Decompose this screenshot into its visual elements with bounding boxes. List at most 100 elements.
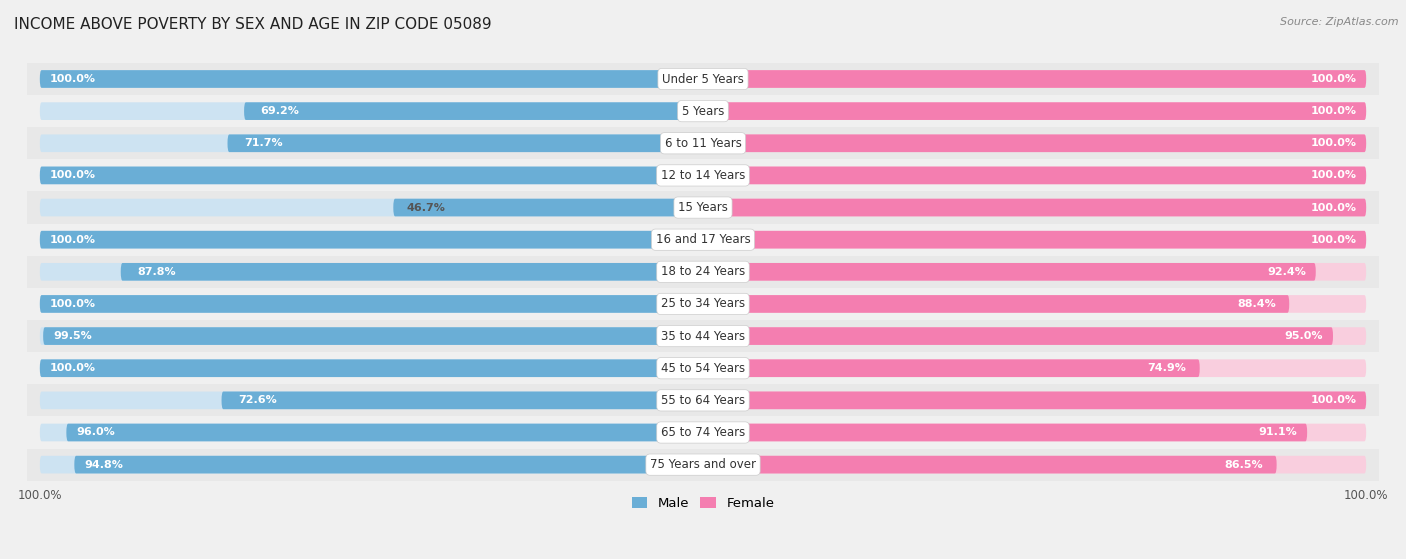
- FancyBboxPatch shape: [703, 295, 1289, 313]
- Bar: [27, 159, 1379, 192]
- Text: 5 Years: 5 Years: [682, 105, 724, 117]
- FancyBboxPatch shape: [703, 327, 1333, 345]
- Text: 25 to 34 Years: 25 to 34 Years: [661, 297, 745, 310]
- FancyBboxPatch shape: [703, 327, 1367, 345]
- FancyBboxPatch shape: [39, 167, 703, 184]
- Text: 86.5%: 86.5%: [1225, 459, 1264, 470]
- FancyBboxPatch shape: [39, 231, 703, 249]
- Text: 100.0%: 100.0%: [49, 74, 96, 84]
- FancyBboxPatch shape: [703, 391, 1367, 409]
- FancyBboxPatch shape: [703, 231, 1367, 249]
- Text: 75 Years and over: 75 Years and over: [650, 458, 756, 471]
- Bar: [27, 127, 1379, 159]
- Bar: [27, 352, 1379, 384]
- FancyBboxPatch shape: [39, 295, 703, 313]
- FancyBboxPatch shape: [703, 391, 1367, 409]
- Text: 91.1%: 91.1%: [1258, 428, 1298, 438]
- FancyBboxPatch shape: [703, 231, 1367, 249]
- FancyBboxPatch shape: [703, 102, 1367, 120]
- Text: 100.0%: 100.0%: [49, 299, 96, 309]
- FancyBboxPatch shape: [703, 456, 1277, 473]
- FancyBboxPatch shape: [39, 70, 703, 88]
- Text: 72.6%: 72.6%: [238, 395, 277, 405]
- FancyBboxPatch shape: [39, 263, 703, 281]
- Bar: [27, 256, 1379, 288]
- Text: 6 to 11 Years: 6 to 11 Years: [665, 137, 741, 150]
- Bar: [27, 288, 1379, 320]
- Text: 94.8%: 94.8%: [84, 459, 124, 470]
- FancyBboxPatch shape: [703, 424, 1308, 441]
- Bar: [27, 448, 1379, 481]
- Text: 18 to 24 Years: 18 to 24 Years: [661, 266, 745, 278]
- Text: 100.0%: 100.0%: [1310, 170, 1357, 181]
- Text: 65 to 74 Years: 65 to 74 Years: [661, 426, 745, 439]
- Text: 46.7%: 46.7%: [406, 202, 446, 212]
- FancyBboxPatch shape: [39, 198, 703, 216]
- Text: 100.0%: 100.0%: [1310, 395, 1357, 405]
- Text: 95.0%: 95.0%: [1285, 331, 1323, 341]
- Text: 69.2%: 69.2%: [260, 106, 299, 116]
- FancyBboxPatch shape: [703, 134, 1367, 152]
- Text: INCOME ABOVE POVERTY BY SEX AND AGE IN ZIP CODE 05089: INCOME ABOVE POVERTY BY SEX AND AGE IN Z…: [14, 17, 492, 32]
- FancyBboxPatch shape: [703, 70, 1367, 88]
- Bar: [27, 95, 1379, 127]
- FancyBboxPatch shape: [121, 263, 703, 281]
- Text: 16 and 17 Years: 16 and 17 Years: [655, 233, 751, 246]
- Text: 12 to 14 Years: 12 to 14 Years: [661, 169, 745, 182]
- FancyBboxPatch shape: [703, 359, 1367, 377]
- Text: 88.4%: 88.4%: [1237, 299, 1277, 309]
- Text: 74.9%: 74.9%: [1147, 363, 1187, 373]
- Bar: [27, 384, 1379, 416]
- Text: 100.0%: 100.0%: [1310, 202, 1357, 212]
- FancyBboxPatch shape: [703, 424, 1367, 441]
- Text: 100.0%: 100.0%: [49, 363, 96, 373]
- FancyBboxPatch shape: [394, 198, 703, 216]
- FancyBboxPatch shape: [39, 359, 703, 377]
- FancyBboxPatch shape: [703, 70, 1367, 88]
- Bar: [27, 224, 1379, 256]
- Text: 99.5%: 99.5%: [53, 331, 91, 341]
- Bar: [27, 63, 1379, 95]
- FancyBboxPatch shape: [703, 167, 1367, 184]
- FancyBboxPatch shape: [39, 391, 703, 409]
- FancyBboxPatch shape: [703, 198, 1367, 216]
- FancyBboxPatch shape: [75, 456, 703, 473]
- FancyBboxPatch shape: [703, 198, 1367, 216]
- Bar: [27, 192, 1379, 224]
- FancyBboxPatch shape: [66, 424, 703, 441]
- FancyBboxPatch shape: [44, 327, 703, 345]
- Text: 71.7%: 71.7%: [245, 138, 283, 148]
- Text: 87.8%: 87.8%: [138, 267, 176, 277]
- Legend: Male, Female: Male, Female: [626, 492, 780, 515]
- Text: 45 to 54 Years: 45 to 54 Years: [661, 362, 745, 375]
- Text: Under 5 Years: Under 5 Years: [662, 73, 744, 86]
- FancyBboxPatch shape: [39, 456, 703, 473]
- Text: 100.0%: 100.0%: [1310, 106, 1357, 116]
- FancyBboxPatch shape: [39, 327, 703, 345]
- Text: 100.0%: 100.0%: [49, 235, 96, 245]
- FancyBboxPatch shape: [703, 134, 1367, 152]
- FancyBboxPatch shape: [703, 263, 1367, 281]
- FancyBboxPatch shape: [703, 167, 1367, 184]
- Text: 35 to 44 Years: 35 to 44 Years: [661, 330, 745, 343]
- Text: 96.0%: 96.0%: [76, 428, 115, 438]
- Text: 100.0%: 100.0%: [1310, 138, 1357, 148]
- FancyBboxPatch shape: [228, 134, 703, 152]
- FancyBboxPatch shape: [39, 424, 703, 441]
- FancyBboxPatch shape: [703, 295, 1367, 313]
- Bar: [27, 416, 1379, 448]
- FancyBboxPatch shape: [39, 295, 703, 313]
- FancyBboxPatch shape: [222, 391, 703, 409]
- Text: 55 to 64 Years: 55 to 64 Years: [661, 394, 745, 407]
- Text: 15 Years: 15 Years: [678, 201, 728, 214]
- Bar: [27, 320, 1379, 352]
- Text: 92.4%: 92.4%: [1267, 267, 1306, 277]
- FancyBboxPatch shape: [39, 231, 703, 249]
- FancyBboxPatch shape: [703, 456, 1367, 473]
- FancyBboxPatch shape: [39, 70, 703, 88]
- FancyBboxPatch shape: [703, 102, 1367, 120]
- FancyBboxPatch shape: [39, 102, 703, 120]
- FancyBboxPatch shape: [245, 102, 703, 120]
- Text: 100.0%: 100.0%: [1310, 74, 1357, 84]
- Text: 100.0%: 100.0%: [1310, 235, 1357, 245]
